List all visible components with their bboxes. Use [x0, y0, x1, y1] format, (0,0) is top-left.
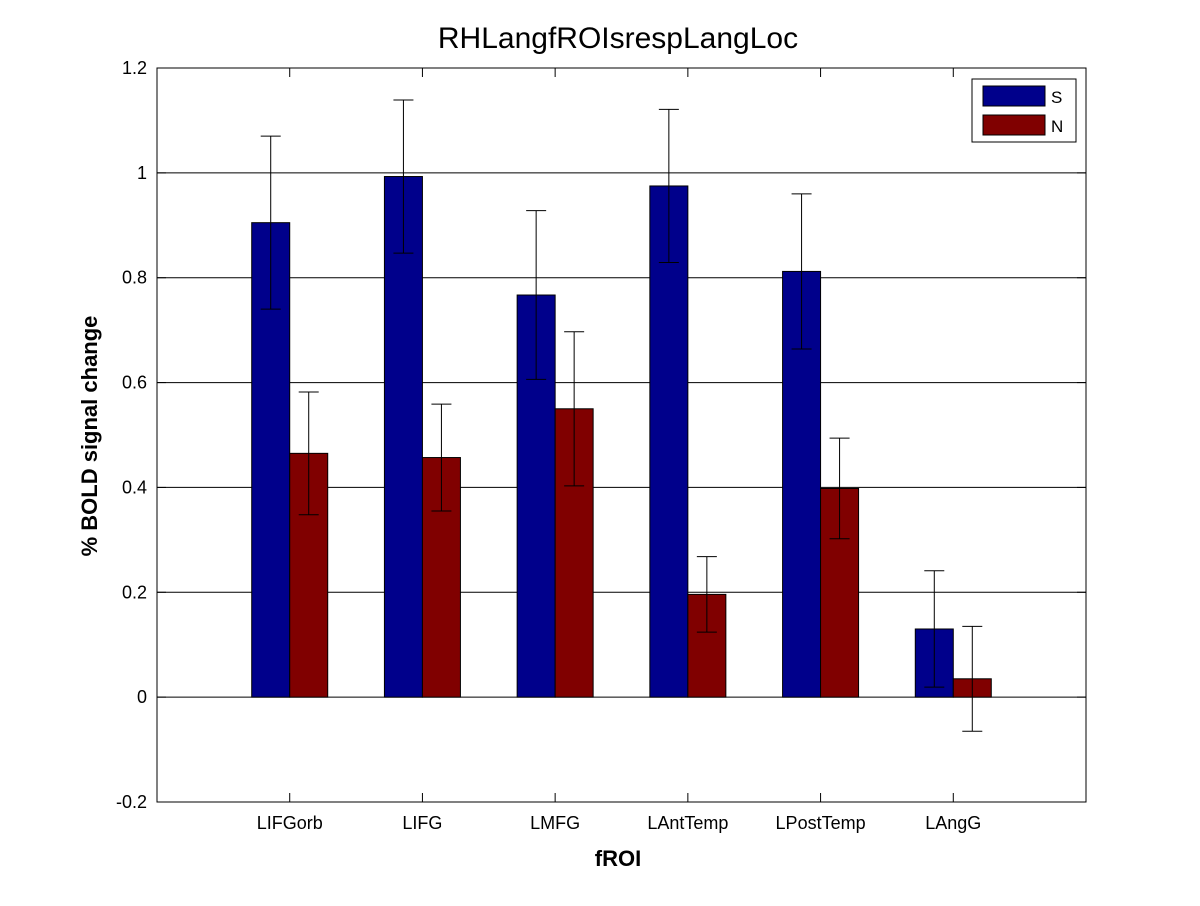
- y-tick-label: 1.2: [122, 58, 147, 78]
- bar-s-lifg: [383, 176, 423, 698]
- x-tick-label: LPostTemp: [776, 813, 866, 833]
- legend-label-n: N: [1051, 117, 1063, 136]
- y-axis-label: % BOLD signal change: [77, 316, 102, 557]
- y-tick-label: 0.2: [122, 582, 147, 602]
- y-tick-label: 0.6: [122, 373, 147, 393]
- axis-ticks: -0.2 0 0.2 0.4 0.6 0.8 1 1.2 LIFGorb LIFG LMFG LAnt…: [116, 58, 1086, 833]
- legend: S N: [971, 78, 1077, 143]
- legend-swatch-n: [982, 114, 1046, 136]
- y-tick-label: 0.4: [122, 477, 147, 497]
- x-tick-label: LMFG: [530, 813, 580, 833]
- y-tick-label: 1: [137, 163, 147, 183]
- x-tick-label: LIFG: [402, 813, 442, 833]
- x-tick-label: LAngG: [925, 813, 981, 833]
- y-tick-label: 0: [137, 687, 147, 707]
- x-tick-label: LIFGorb: [257, 813, 323, 833]
- x-axis-label: fROI: [595, 846, 641, 871]
- y-tick-label: 0.8: [122, 268, 147, 288]
- plot-area-frame: [156, 67, 1087, 803]
- legend-swatch-s: [982, 85, 1046, 107]
- chart-title: RHLangfROIsrespLangLoc: [438, 22, 798, 55]
- x-tick-label: LAntTemp: [647, 813, 728, 833]
- legend-label-s: S: [1051, 88, 1062, 107]
- error-bars: [260, 99, 983, 732]
- y-tick-label: -0.2: [116, 792, 147, 812]
